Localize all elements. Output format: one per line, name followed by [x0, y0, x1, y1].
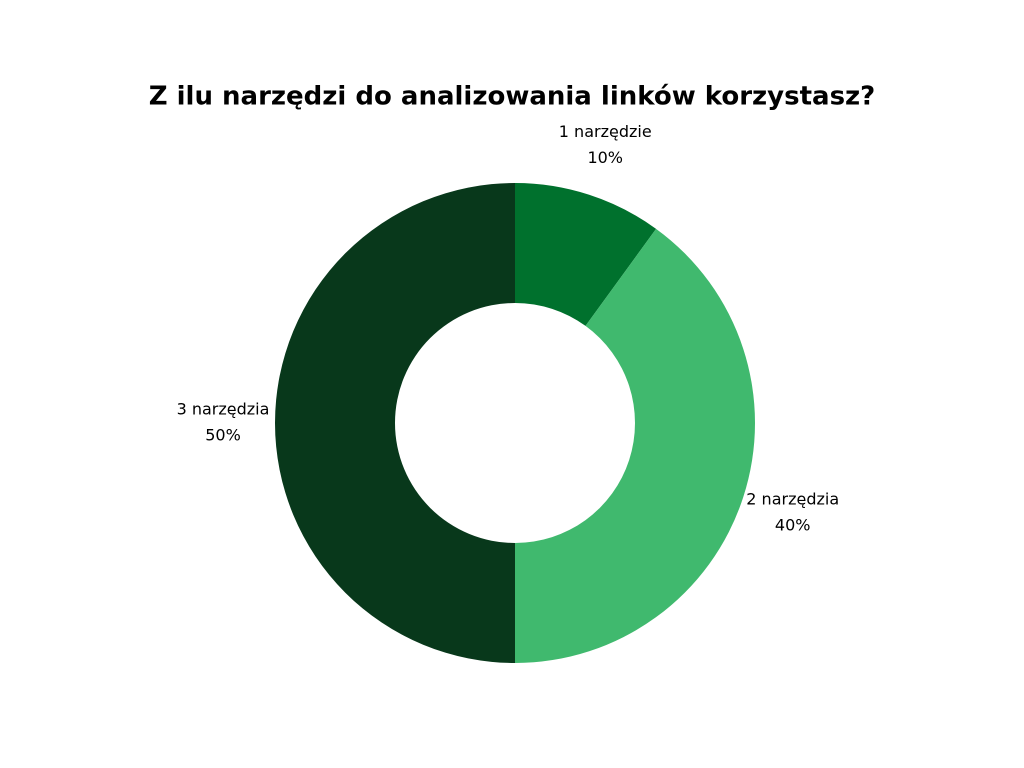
- slice-value-label: 10%: [587, 148, 623, 167]
- slice-value-label: 40%: [775, 516, 811, 535]
- slice-value-label: 50%: [205, 426, 241, 445]
- slice-label: 3 narzędzia: [177, 400, 270, 419]
- donut-slice: [515, 183, 657, 326]
- chart-title: Z ilu narzędzi do analizowania linków ko…: [149, 82, 876, 112]
- donut-slice: [275, 183, 515, 663]
- donut-slice: [515, 228, 755, 663]
- slice-label: 2 narzędzia: [746, 490, 839, 509]
- slice-label: 1 narzędzie: [559, 122, 652, 141]
